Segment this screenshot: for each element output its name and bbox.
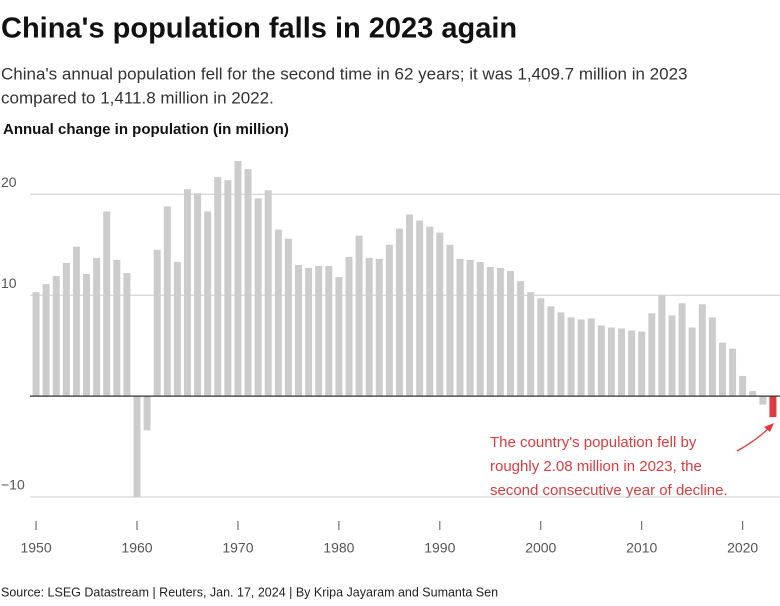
bar: [295, 264, 303, 397]
bar: [173, 261, 181, 397]
bar: [607, 327, 615, 397]
bar: [244, 169, 252, 397]
bar: [688, 327, 696, 397]
bar: [496, 267, 504, 397]
bar: [557, 312, 565, 397]
arrow-head: [764, 423, 774, 432]
bar: [466, 259, 474, 397]
bar: [72, 246, 80, 397]
bar: [335, 277, 343, 397]
bar: [42, 284, 50, 397]
bar: [567, 317, 575, 397]
chart-title: China's population falls in 2023 again: [1, 13, 517, 45]
bar: [123, 272, 131, 397]
bar: [375, 258, 383, 397]
bar: [133, 396, 141, 498]
bar: [143, 396, 151, 431]
bar: [668, 315, 676, 397]
bar: [597, 325, 605, 397]
bar: [708, 317, 716, 397]
bar: [224, 180, 232, 397]
bar: [517, 281, 525, 397]
bar: [345, 256, 353, 397]
x-tick-label: 1950: [20, 540, 51, 556]
bar: [446, 244, 454, 397]
bar: [355, 235, 363, 397]
bar: [264, 190, 272, 397]
subtitle: China's annual population fell for the s…: [1, 64, 688, 83]
bar: [214, 177, 222, 397]
y-tick-label: −10: [1, 477, 25, 493]
bar: [506, 270, 514, 397]
bar: [577, 319, 585, 397]
bar: [83, 274, 91, 397]
bar: [62, 262, 70, 397]
bar: [618, 328, 626, 397]
bar: [527, 292, 535, 397]
bar: [32, 292, 40, 397]
bar: [305, 267, 313, 397]
source: Source: LSEG Datastream | Reuters, Jan. …: [1, 585, 498, 599]
bar: [113, 259, 121, 397]
annotation: roughly 2.08 million in 2023, the: [490, 458, 702, 475]
bar: [718, 342, 726, 397]
bar: [254, 198, 262, 397]
x-tick-label: 1990: [424, 540, 455, 556]
bar: [163, 206, 171, 397]
bar: [194, 193, 202, 397]
bar: [325, 265, 333, 397]
bar: [547, 306, 555, 397]
x-tick-label: 1970: [222, 540, 253, 556]
bar: [395, 228, 403, 397]
bar: [315, 265, 323, 397]
bar: [426, 226, 434, 397]
bar: [52, 276, 60, 397]
subtitle: compared to 1,411.8 million in 2022.: [1, 88, 274, 107]
bar: [93, 257, 101, 397]
bar: [648, 313, 656, 397]
x-tick-label: 1980: [323, 540, 354, 556]
bar: [456, 258, 464, 397]
bar: [587, 318, 595, 397]
x-tick-label: 2020: [727, 540, 758, 556]
y-axis-label: Annual change in population (in million): [3, 121, 289, 138]
bar: [274, 229, 282, 397]
y-tick-label: 20: [1, 174, 17, 190]
bar: [416, 220, 424, 397]
bar: [183, 189, 191, 397]
bar: [769, 396, 777, 418]
bar: [153, 249, 161, 397]
annotation: The country's population fell by: [490, 434, 697, 451]
bar: [658, 295, 666, 397]
bar: [284, 238, 292, 397]
bar: [234, 160, 242, 397]
bar: [749, 391, 757, 397]
bar: [678, 303, 686, 397]
y-tick-label: 10: [1, 275, 17, 291]
bar: [759, 396, 767, 405]
annotation-arrow: [736, 425, 772, 452]
bar: [385, 244, 393, 397]
annotation: second consecutive year of decline.: [490, 482, 728, 499]
bar: [537, 298, 545, 397]
bar: [486, 266, 494, 397]
x-tick-label: 2010: [626, 540, 657, 556]
bar: [406, 214, 414, 397]
x-tick-label: 2000: [525, 540, 556, 556]
bar: [698, 304, 706, 397]
bar: [204, 211, 212, 397]
bar: [628, 330, 636, 397]
bar: [103, 211, 111, 397]
x-tick-label: 1960: [121, 540, 152, 556]
bar: [365, 257, 373, 397]
bar: [739, 375, 747, 397]
bar: [436, 232, 444, 397]
bar: [729, 348, 737, 397]
bar: [638, 331, 646, 397]
bar: [476, 261, 484, 397]
